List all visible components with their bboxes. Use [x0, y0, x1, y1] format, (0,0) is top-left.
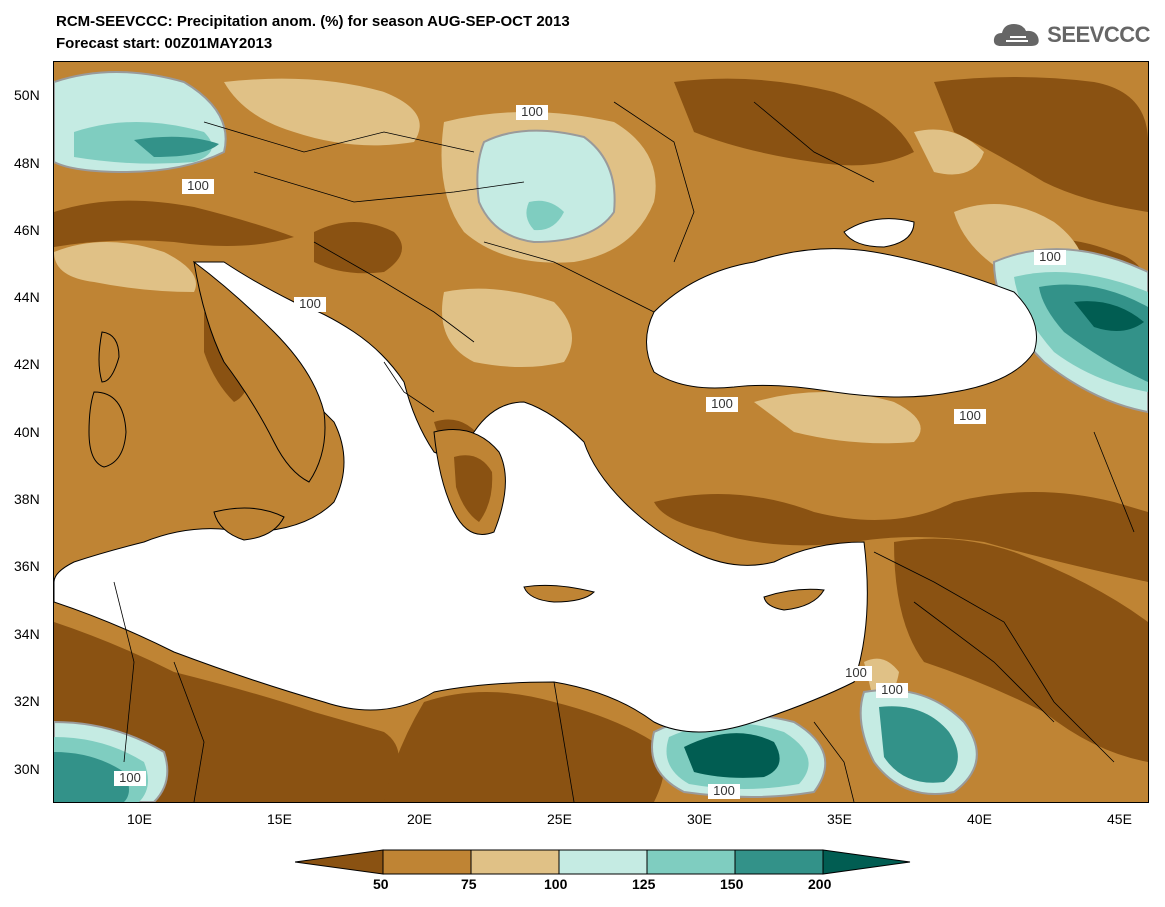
carpathian-wet-inner: [526, 200, 564, 231]
legend-colorbar: [294, 849, 911, 875]
precipitation-anomaly-map: 100 100 100 100 100 100: [53, 61, 1149, 803]
lon-label: 30E: [687, 811, 712, 827]
legend-label: 100: [544, 876, 568, 892]
lat-label: 44N: [14, 289, 40, 305]
cloud-logo-icon: [994, 24, 1039, 46]
lon-label: 25E: [547, 811, 572, 827]
legend-label: 125: [632, 876, 656, 892]
pannonia-dry-zone: [314, 222, 402, 274]
black-sea: [646, 248, 1037, 398]
lon-label: 15E: [267, 811, 292, 827]
lat-label: 32N: [14, 693, 40, 709]
corsica-island: [98, 331, 120, 383]
legend-swatch: [822, 849, 911, 875]
svg-text:100: 100: [521, 104, 543, 119]
jordan-wet-mid: [879, 706, 958, 783]
svg-text:100: 100: [845, 665, 867, 680]
seevccc-logo: SEEVCCC: [993, 20, 1150, 50]
tunisia-wet-core: [54, 752, 129, 802]
legend-label: 150: [720, 876, 744, 892]
legend-swatch: [382, 849, 472, 875]
very-dry-zones: [54, 77, 1148, 802]
contour-label: 100: [840, 665, 872, 681]
ukraine-slightly-dry: [914, 129, 984, 175]
lat-label: 40N: [14, 424, 40, 440]
svg-text:100: 100: [187, 178, 209, 193]
legend-label: 50: [373, 876, 389, 892]
legend-label: 75: [461, 876, 477, 892]
crete-island: [523, 584, 595, 603]
greece-core: [454, 455, 493, 522]
lat-label: 42N: [14, 356, 40, 372]
svg-text:100: 100: [119, 770, 141, 785]
libya-dry-zone: [384, 692, 664, 802]
sicily-island: [213, 507, 285, 541]
svg-text:100: 100: [959, 408, 981, 423]
legend-swatch: [558, 849, 648, 875]
legend-swatch: [646, 849, 736, 875]
color-legend: [294, 849, 911, 880]
russia-dry-zone: [934, 77, 1148, 212]
islands: [88, 331, 825, 611]
ukraine-dry-zone: [674, 78, 914, 166]
central-europe-slightly-dry: [224, 78, 420, 146]
contour-label: 100: [706, 396, 738, 412]
peninsulas: [193, 260, 506, 535]
lat-label: 30N: [14, 761, 40, 777]
chart-title: RCM-SEEVCCC: Precipitation anom. (%) for…: [56, 13, 570, 30]
lon-label: 20E: [407, 811, 432, 827]
contour-label: 100: [294, 296, 326, 312]
azov-sea: [843, 218, 915, 248]
carpathian-wet-outer: [476, 129, 616, 244]
svg-text:100: 100: [1039, 249, 1061, 264]
turkey-south-dry-zone: [654, 492, 1148, 582]
contour-label: 100: [182, 178, 214, 194]
lon-label: 45E: [1107, 811, 1132, 827]
legend-swatch: [294, 849, 384, 875]
contour-label: 100: [708, 783, 740, 799]
sardinia-island: [88, 391, 127, 468]
legend-swatch: [470, 849, 560, 875]
legend-swatch: [734, 849, 824, 875]
alps-slightly-dry: [54, 242, 196, 292]
wet-zones: [54, 71, 1148, 802]
country-borders: [113, 101, 1135, 802]
legend-label: 200: [808, 876, 832, 892]
contour-label: 100: [1034, 249, 1066, 265]
lon-label: 35E: [827, 811, 852, 827]
lon-label: 10E: [127, 811, 152, 827]
contour-label: 100: [876, 682, 908, 698]
contour-labels: 100 100 100 100 100 100: [114, 104, 1066, 799]
alps-dry-zone: [54, 200, 294, 247]
lat-label: 38N: [14, 491, 40, 507]
contour-label: 100: [114, 770, 146, 786]
contour-label: 100: [954, 408, 986, 424]
lat-label: 34N: [14, 626, 40, 642]
sinai-wet-core: [684, 733, 780, 778]
map-canvas: 100 100 100 100 100 100: [54, 62, 1148, 802]
lat-label: 36N: [14, 558, 40, 574]
svg-text:100: 100: [881, 682, 903, 697]
anatolia-slightly-dry: [754, 392, 921, 444]
syria-dry-zone: [894, 538, 1148, 762]
logo-text: SEEVCCC: [1047, 22, 1150, 47]
contour-label: 100: [516, 104, 548, 120]
lat-label: 48N: [14, 155, 40, 171]
svg-text:100: 100: [711, 396, 733, 411]
balkan-slightly-dry: [442, 288, 572, 367]
chart-subtitle: Forecast start: 00Z01MAY2013: [56, 35, 273, 52]
lon-label: 40E: [967, 811, 992, 827]
lat-label: 46N: [14, 222, 40, 238]
cyprus-island: [763, 588, 825, 611]
italy-peninsula: [193, 260, 326, 483]
alps-wet-inner: [134, 136, 219, 157]
lat-label: 50N: [14, 87, 40, 103]
svg-text:100: 100: [299, 296, 321, 311]
svg-text:100: 100: [713, 783, 735, 798]
caucasus-wet-core: [1074, 301, 1144, 331]
